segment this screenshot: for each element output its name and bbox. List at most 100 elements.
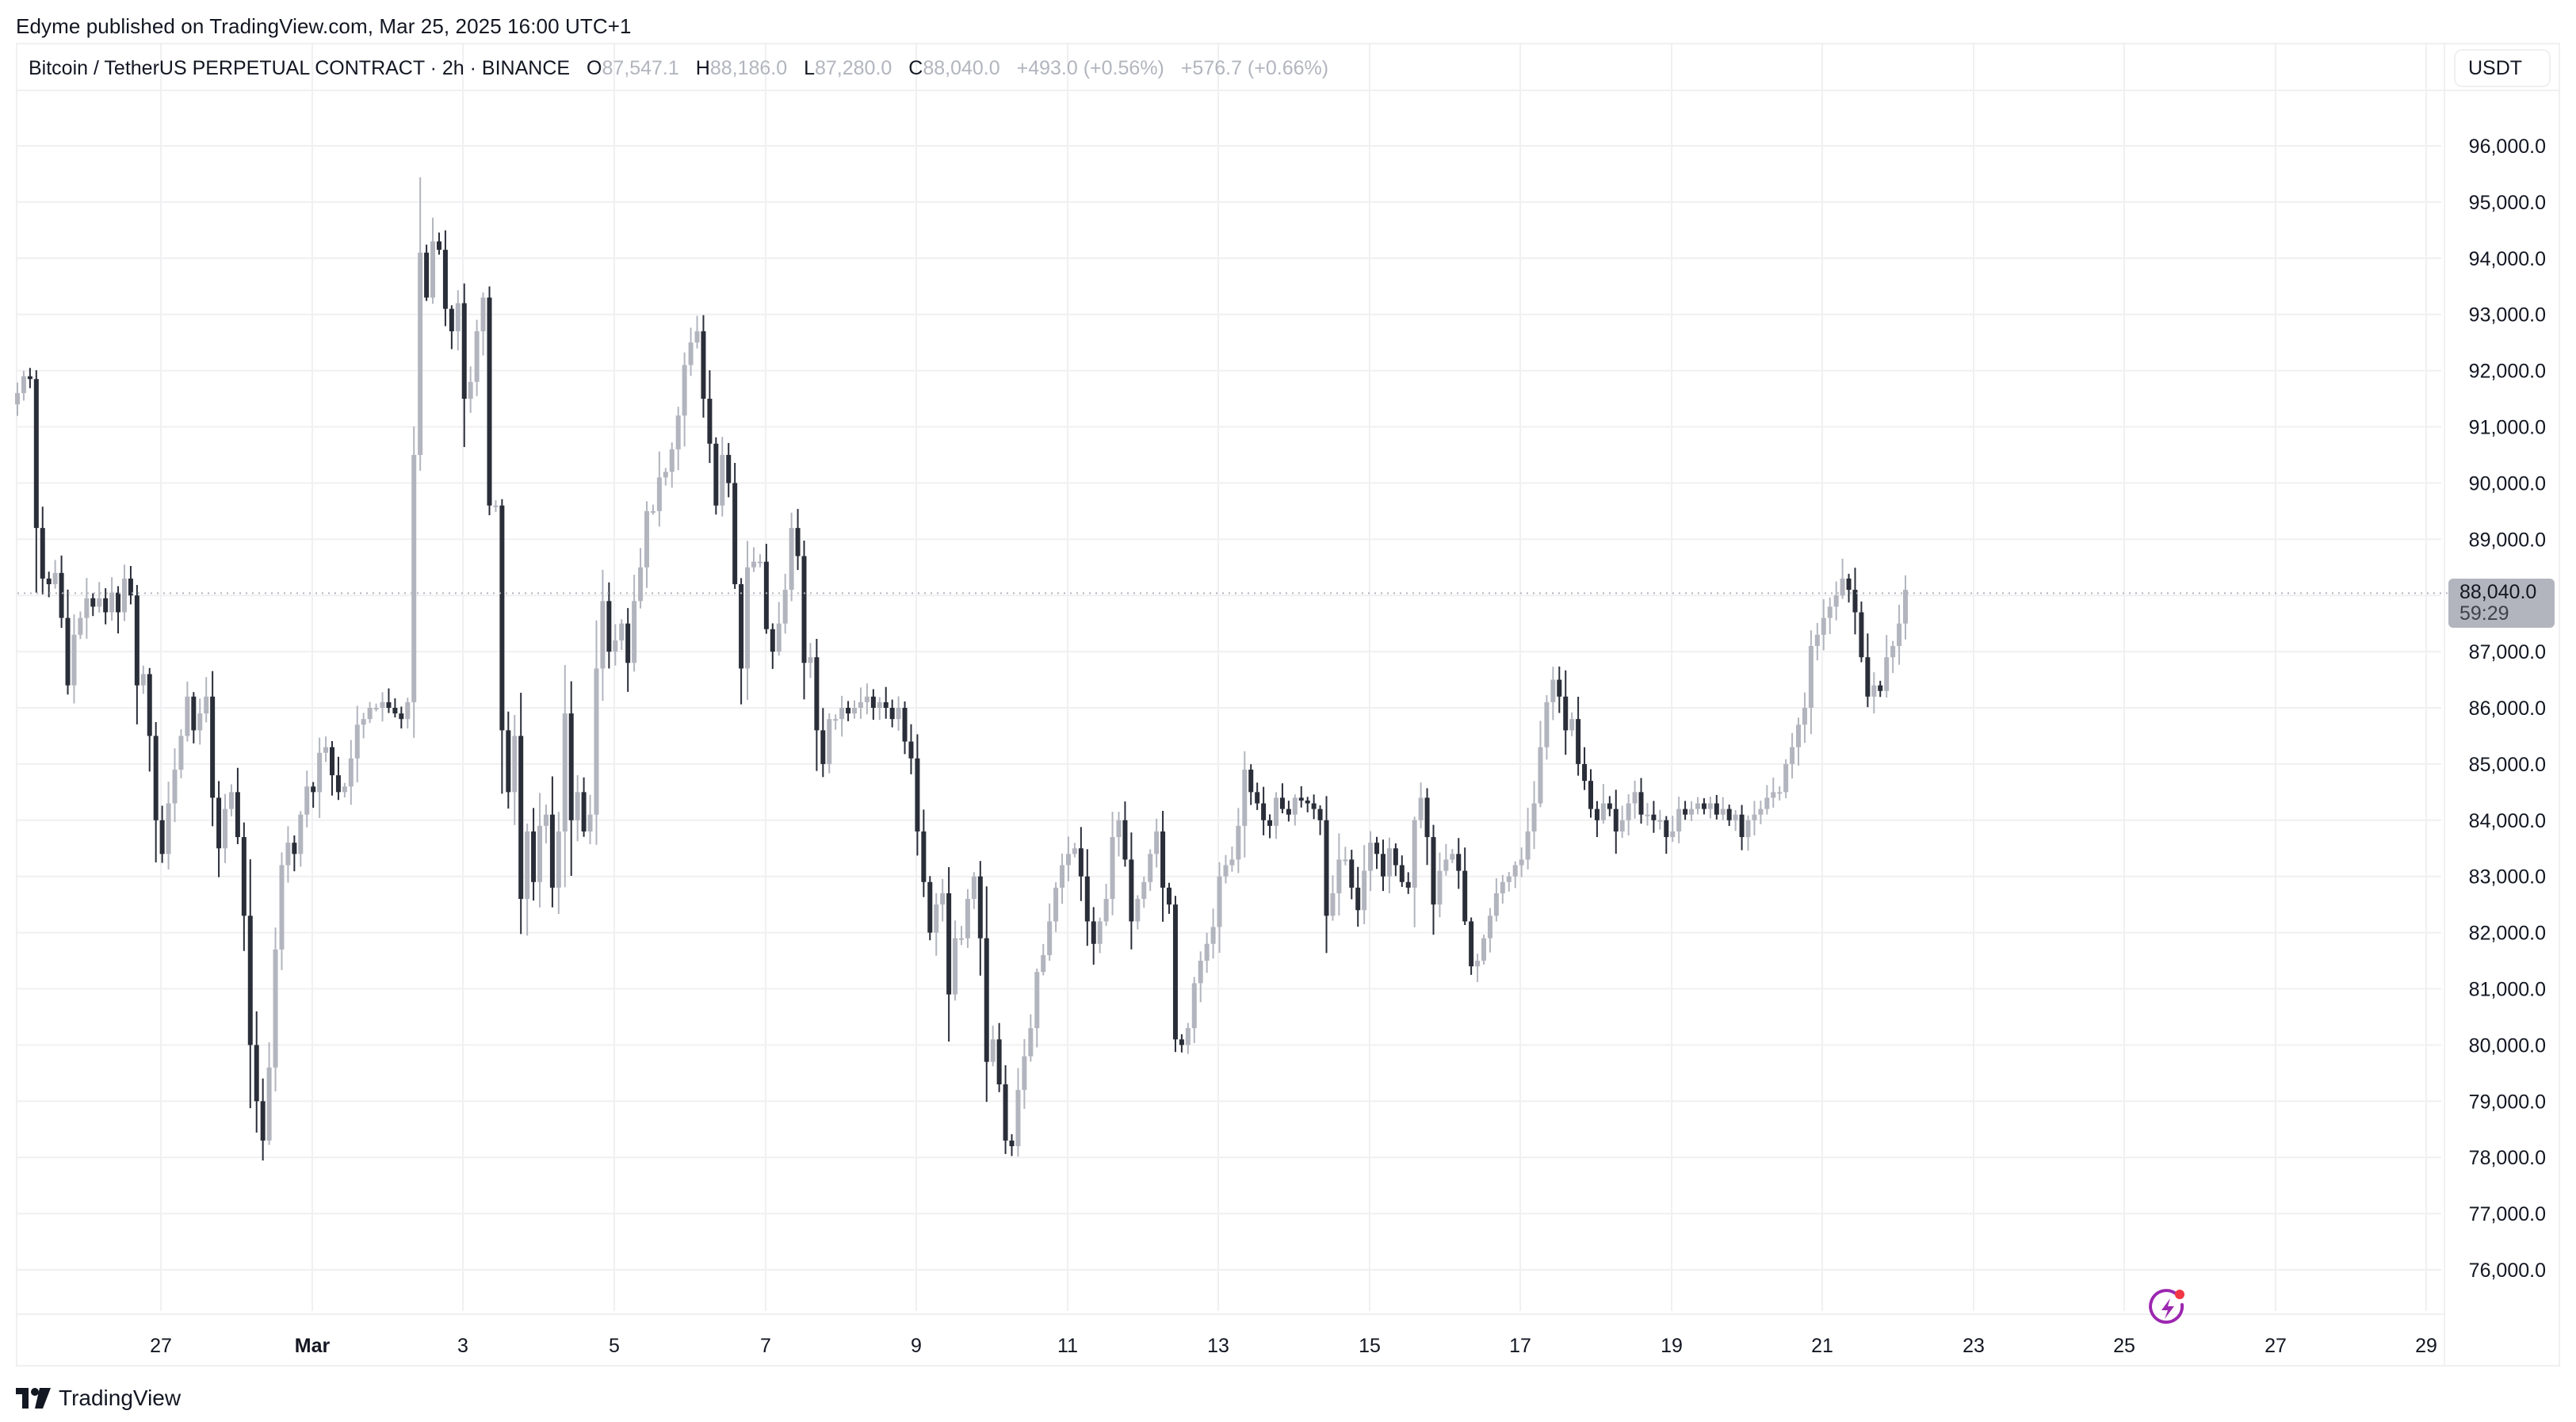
candle-body xyxy=(1362,870,1367,911)
candle-body xyxy=(1267,820,1273,826)
candle-body xyxy=(694,331,700,343)
y-tick-label: 91,000.0 xyxy=(2469,417,2546,439)
candle-body xyxy=(21,376,26,393)
candle-body xyxy=(153,736,159,820)
y-tick-label: 89,000.0 xyxy=(2469,529,2546,551)
candle-body xyxy=(1777,792,1783,794)
candle-body xyxy=(1821,617,1826,635)
candle-body xyxy=(147,674,152,736)
lightning-bolt-icon[interactable] xyxy=(2147,1287,2188,1328)
candle-body xyxy=(424,252,430,298)
candle-body xyxy=(1355,887,1361,911)
candle-body xyxy=(1752,814,1757,820)
candle-body xyxy=(1651,814,1657,820)
brand-name: TradingView xyxy=(59,1386,182,1410)
candle-body xyxy=(1764,797,1770,809)
candle-body xyxy=(1897,623,1902,647)
candle-body xyxy=(40,528,45,579)
candle-body xyxy=(285,843,291,866)
y-tick-label: 95,000.0 xyxy=(2469,192,2546,214)
candle-body xyxy=(1015,1090,1021,1147)
candle-body xyxy=(1487,916,1492,938)
candle-body xyxy=(1034,972,1040,1029)
candle-body xyxy=(1500,881,1505,893)
candle-body xyxy=(1078,848,1084,877)
candle-body xyxy=(827,719,832,764)
candle-body xyxy=(1519,859,1524,866)
candle-body xyxy=(1865,657,1871,697)
candle-body xyxy=(1600,803,1606,820)
x-tick-label: 17 xyxy=(1509,1335,1531,1357)
candle-body xyxy=(1191,983,1197,1029)
candle-body xyxy=(701,331,706,399)
candle-body xyxy=(1343,859,1348,862)
symbol-title[interactable]: Bitcoin / TetherUS PERPETUAL CONTRACT · … xyxy=(29,57,571,79)
candle-body xyxy=(1462,870,1468,922)
candle-body xyxy=(1846,578,1852,591)
open-label: O xyxy=(587,57,602,79)
candle-body xyxy=(1097,921,1103,944)
candle-body xyxy=(1588,781,1593,809)
candle-body xyxy=(1311,803,1317,809)
candle-body xyxy=(71,634,77,686)
candle-body xyxy=(1783,763,1789,793)
candle-body xyxy=(1179,1039,1184,1045)
y-tick-label: 78,000.0 xyxy=(2469,1147,2546,1169)
candle-body xyxy=(789,528,794,591)
candle-body xyxy=(27,376,32,380)
candle-body xyxy=(1198,961,1203,984)
y-tick-label: 79,000.0 xyxy=(2469,1091,2546,1113)
candle-body xyxy=(808,657,813,663)
y-tick-label: 77,000.0 xyxy=(2469,1203,2546,1225)
y-tick-label: 85,000.0 xyxy=(2469,754,2546,776)
candle-body xyxy=(1167,887,1172,905)
candle-body xyxy=(1859,612,1864,658)
candle-body xyxy=(1129,859,1134,922)
candle-body xyxy=(468,381,473,399)
candle-body xyxy=(1210,927,1216,944)
candle-body xyxy=(732,483,738,585)
candle-body xyxy=(889,708,895,720)
y-tick-label: 90,000.0 xyxy=(2469,472,2546,495)
published-caption: Edyme published on TradingView.com, Mar … xyxy=(16,14,632,38)
candle-body xyxy=(1116,820,1122,838)
candle-body xyxy=(1758,808,1764,815)
tradingview-brand[interactable]: TradingView xyxy=(16,1386,181,1411)
candle-body xyxy=(1229,859,1235,866)
candle-body xyxy=(990,1039,996,1062)
candle-body xyxy=(1003,1084,1008,1141)
candle-body xyxy=(323,747,329,753)
candle-body xyxy=(46,578,52,585)
candle-body xyxy=(1840,578,1845,596)
x-tick-label: Mar xyxy=(295,1335,331,1357)
candle-body xyxy=(247,916,253,1045)
candle-body xyxy=(279,865,285,950)
candle-body xyxy=(1808,646,1814,708)
candle-body xyxy=(619,623,625,640)
x-tick-label: 19 xyxy=(1661,1335,1683,1357)
candle-body xyxy=(461,303,467,399)
candle-body xyxy=(1009,1140,1015,1147)
candle-body xyxy=(235,792,240,838)
candle-body xyxy=(915,758,920,831)
candle-body xyxy=(751,561,756,568)
candle-body xyxy=(292,843,297,854)
candle-body xyxy=(852,708,858,714)
candle-body xyxy=(1399,865,1405,882)
candle-body xyxy=(896,708,901,720)
candle-body xyxy=(846,708,851,714)
candle-body xyxy=(581,792,587,831)
candle-body xyxy=(594,668,599,815)
candle-body xyxy=(1450,854,1455,860)
candle-body xyxy=(1041,954,1046,973)
currency-selector[interactable]: USDT xyxy=(2454,49,2551,87)
candle-body xyxy=(1443,859,1449,871)
candle-body xyxy=(1531,803,1537,831)
candle-body xyxy=(418,252,423,455)
candle-body xyxy=(103,598,109,613)
candle-body xyxy=(228,792,234,809)
candle-body xyxy=(78,617,83,635)
candle-body xyxy=(1871,685,1877,697)
candle-body xyxy=(600,601,606,669)
